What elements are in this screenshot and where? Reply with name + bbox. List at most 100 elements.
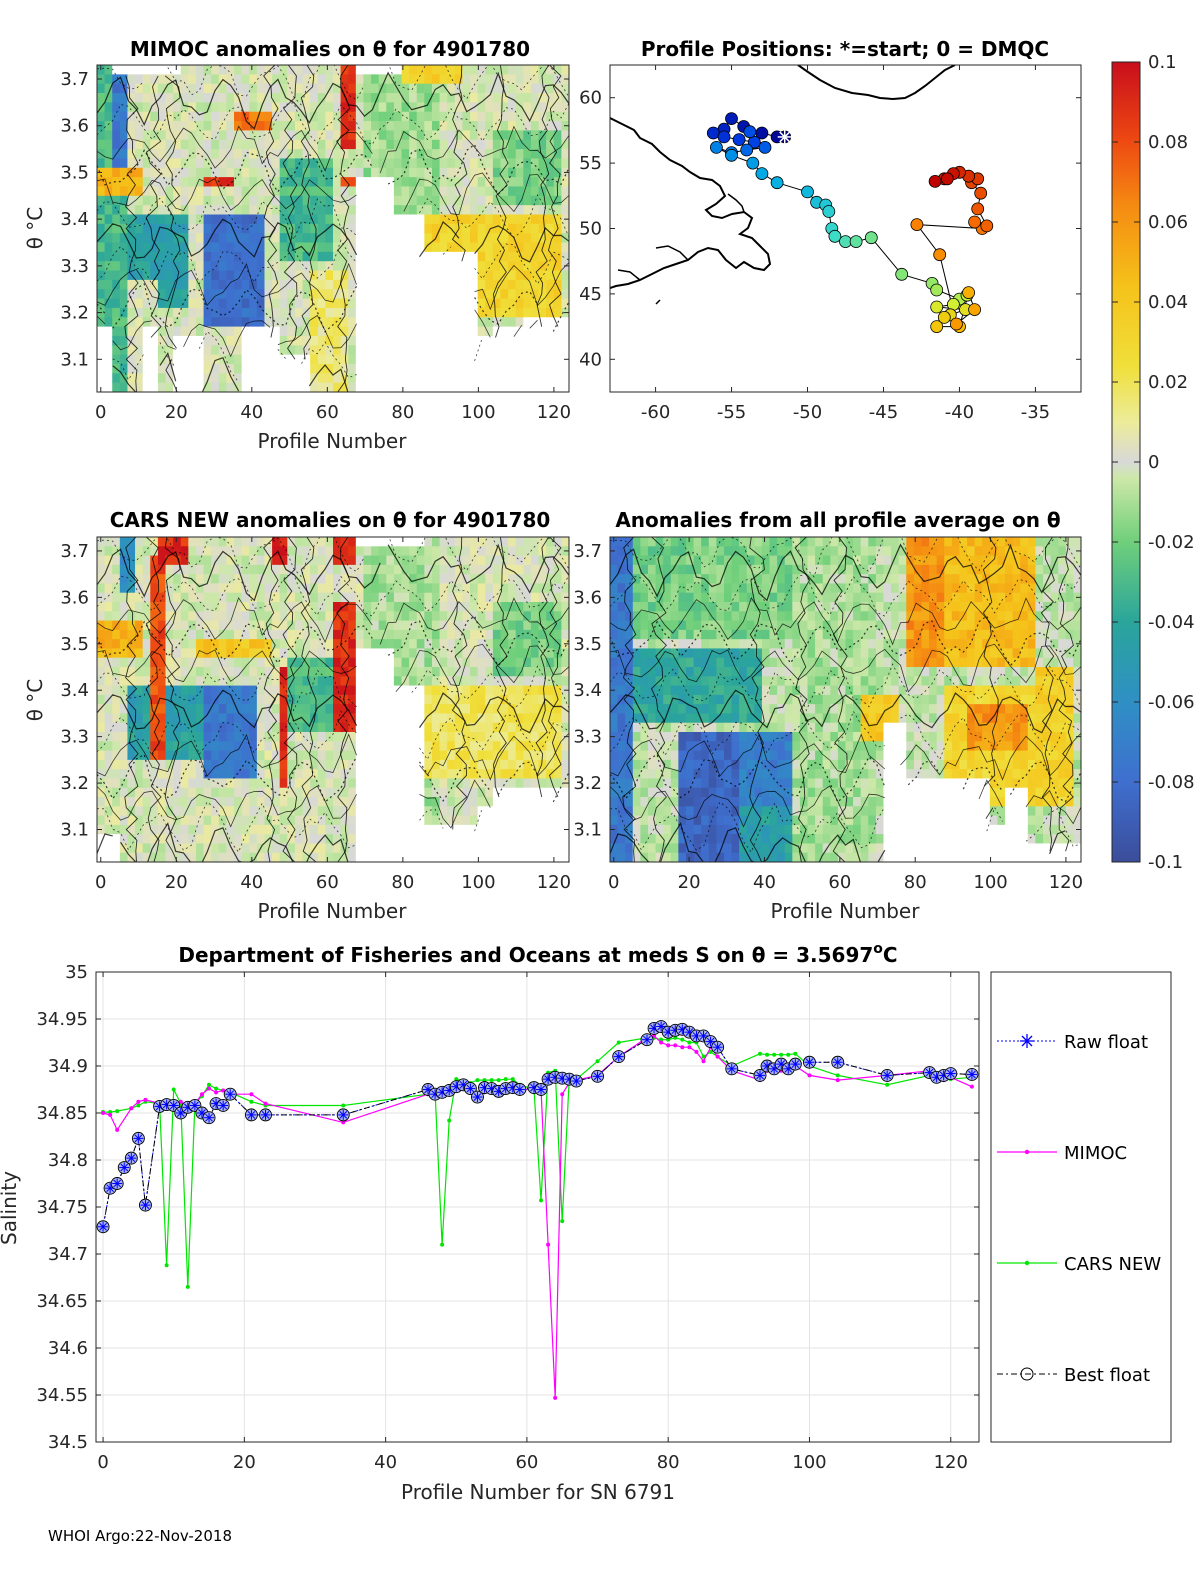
mimoc-heatmap-cell (561, 345, 569, 356)
cars-heatmap-cell (287, 815, 296, 826)
cars-heatmap-cell (211, 750, 220, 761)
cars-heatmap-cell (226, 834, 235, 845)
mimoc-heatmap-cell (104, 83, 113, 94)
allavg-heatmap-cell (655, 759, 664, 770)
cars-heatmap-cell (157, 815, 167, 826)
allavg-heatmap-cell (632, 834, 641, 845)
cars-heatmap-cell (409, 741, 418, 752)
cars-heatmap-cell (287, 602, 296, 612)
mimoc-heatmap-cell (234, 363, 243, 374)
mimoc-heatmap-cell (340, 158, 349, 169)
cars-heatmap-cell (157, 778, 167, 789)
allavg-heatmap-cell (693, 583, 702, 594)
mimoc-heatmap-cell (363, 373, 372, 384)
mimoc-heatmap-cell (211, 251, 220, 262)
cars-heatmap-cell (127, 806, 136, 817)
cars-heatmap-cell (515, 824, 524, 835)
allavg-heatmap-cell (678, 778, 687, 789)
mimoc-heatmap-cell (249, 382, 258, 392)
mimoc-heatmap-cell (294, 326, 304, 337)
mimoc-heatmap-cell (302, 65, 311, 75)
cars-heatmap-cell (477, 546, 486, 557)
mimoc-heatmap-cell (355, 139, 365, 150)
cars-heatmap-cell (142, 787, 151, 798)
allavg-heatmap-cell (617, 759, 626, 770)
cars-heatmap-cell (272, 546, 281, 557)
mimoc-heatmap-cell (515, 373, 524, 384)
mimoc-heatmap-cell (439, 289, 448, 300)
mimoc-heatmap-cell (173, 382, 182, 392)
mimoc-heatmap-cell (386, 177, 395, 188)
mimoc-heatmap-cell (439, 354, 448, 365)
mimoc-heatmap-cell (485, 214, 494, 225)
mimoc-heatmap-cell (325, 195, 334, 206)
mimoc-heatmap-cell (447, 298, 456, 309)
cars-heatmap-cell (249, 583, 258, 594)
cars-heatmap-cell (409, 620, 418, 631)
mimoc-heatmap-cell (371, 270, 380, 281)
allavg-heatmap-cell (625, 602, 634, 612)
mimoc-heatmap-cell (470, 177, 479, 188)
cars-heatmap-cell (287, 732, 296, 742)
mimoc-heatmap-cell (104, 242, 113, 253)
cars-heatmap-cell (302, 602, 311, 612)
mimoc-heatmap-cell (538, 102, 547, 113)
mimoc-heatmap-cell (500, 363, 509, 374)
mimoc-heatmap-cell (386, 307, 395, 318)
cars-heatmap-cell (485, 667, 494, 677)
mimoc-heatmap-cell (287, 149, 296, 160)
cars-heatmap-cell (416, 806, 425, 817)
cars-heatmap-cell (454, 852, 464, 862)
cars-heatmap-cell (142, 602, 151, 612)
mimoc-heatmap-cell (310, 195, 319, 206)
mimoc-heatmap-cell (492, 242, 502, 253)
mimoc-heatmap-cell (119, 317, 129, 328)
cars-heatmap-cell (333, 648, 342, 659)
mimoc-heatmap-cell (180, 65, 189, 75)
mimoc-heatmap-cell (264, 261, 273, 272)
mimoc-heatmap-cell (97, 186, 106, 197)
cars-heatmap-cell (500, 787, 509, 798)
mimoc-heatmap-cell (104, 326, 113, 337)
cars-heatmap-cell (150, 759, 159, 770)
mimoc-heatmap-cell (530, 214, 540, 225)
cars-heatmap-cell (294, 648, 304, 659)
mimoc-heatmap-cell (119, 139, 129, 150)
cars-contour-line (97, 643, 569, 693)
mimoc-heatmap-cell (119, 345, 129, 356)
cars-heatmap-cell (348, 741, 357, 752)
cars-heatmap-cell (409, 694, 418, 705)
cars-heatmap-cell (249, 815, 258, 826)
cars-heatmap-cell (150, 778, 159, 789)
cars-heatmap-cell (302, 639, 311, 650)
mimoc-heatmap-cell (180, 205, 189, 216)
cars-heatmap-cell (401, 750, 410, 761)
cars-contour-spike (493, 537, 509, 798)
mimoc-heatmap-cell (310, 158, 319, 169)
mimoc-heatmap-cell (409, 177, 418, 188)
allavg-heatmap-cell (685, 667, 695, 677)
cars-heatmap-cell (431, 629, 441, 640)
cars-heatmap-cell (188, 778, 197, 789)
mimoc-heatmap-cell (264, 223, 273, 234)
mimoc-heatmap-cell (256, 345, 266, 356)
mimoc-heatmap-cell (492, 223, 502, 234)
mimoc-heatmap-cell (416, 223, 425, 234)
cars-heatmap-cell (462, 583, 471, 594)
mimoc-heatmap-cell (561, 130, 569, 141)
cars-heatmap-cell (492, 620, 502, 631)
mimoc-heatmap-cell (272, 373, 281, 384)
allavg-heatmap-cell (610, 648, 619, 659)
mimoc-heatmap-cell (256, 205, 266, 216)
mimoc-heatmap-cell (508, 307, 517, 318)
cars-heatmap-cell (317, 778, 326, 789)
cars-heatmap-cell (470, 694, 479, 705)
allavg-heatmap-cell (670, 629, 679, 640)
mimoc-heatmap-cell (173, 223, 182, 234)
cars-heatmap-cell (333, 537, 342, 547)
allavg-heatmap-cell (647, 704, 657, 715)
mimoc-heatmap-cell (234, 270, 243, 281)
mimoc-heatmap-cell (340, 214, 349, 225)
mimoc-heatmap-cell (546, 121, 555, 131)
cars-heatmap-cell (188, 546, 197, 557)
